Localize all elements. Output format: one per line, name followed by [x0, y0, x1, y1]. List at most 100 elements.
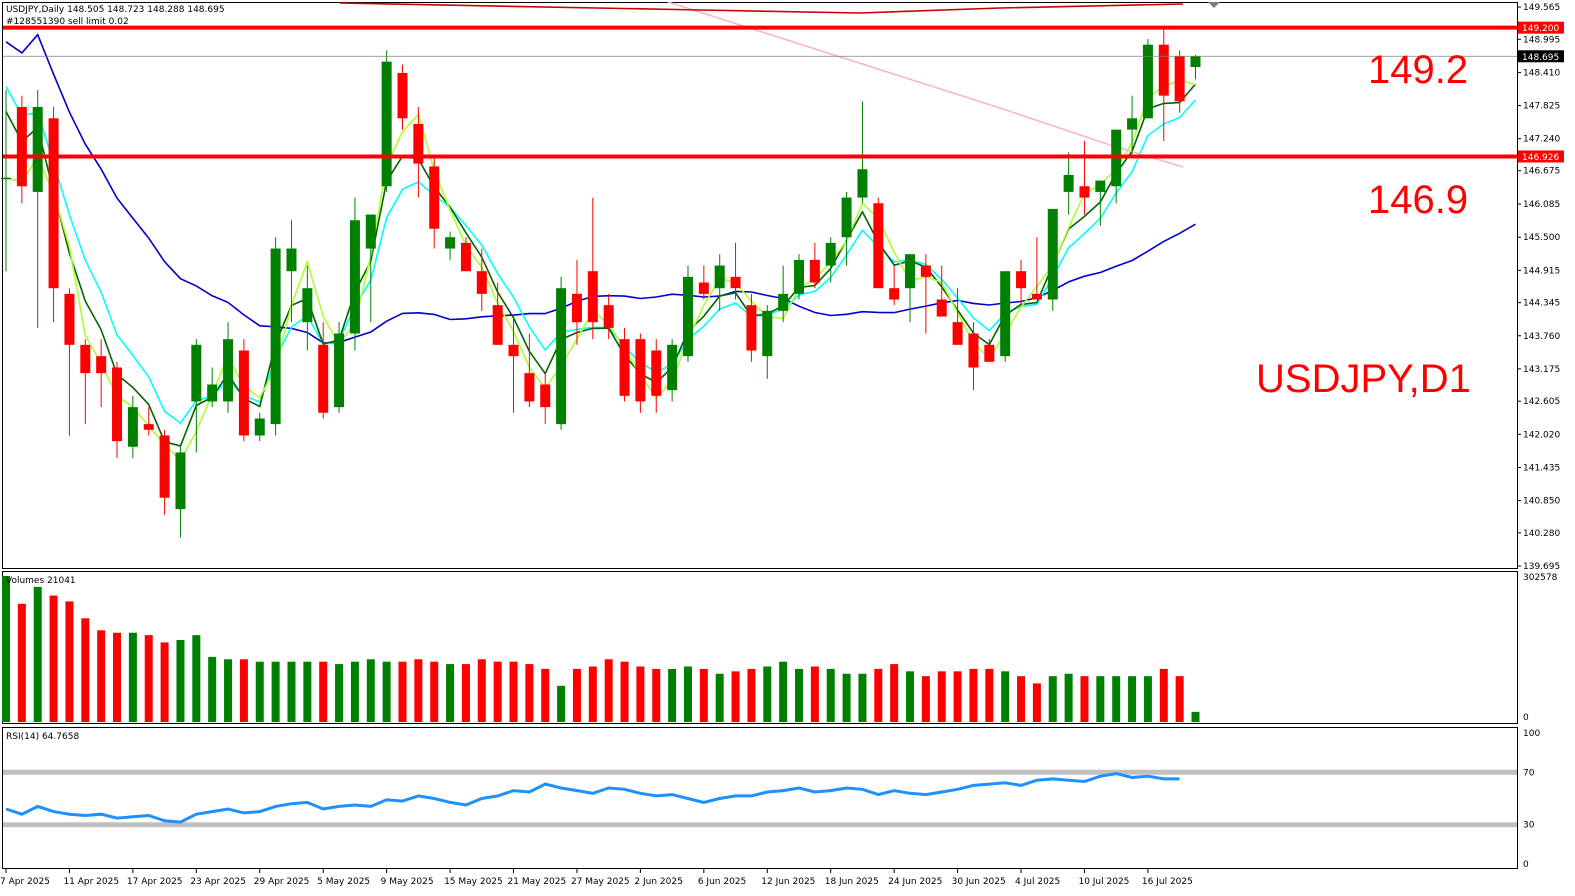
- volume-bar: [604, 659, 613, 722]
- candle: [96, 339, 107, 408]
- candle-body: [730, 276, 741, 289]
- date-tick-label: 21 May 2025: [508, 877, 567, 887]
- candle-body: [778, 293, 789, 311]
- candle-body: [1174, 55, 1185, 102]
- candle-body: [445, 237, 456, 249]
- candle: [667, 339, 678, 402]
- candle: [524, 333, 535, 408]
- candle: [698, 265, 709, 300]
- candle-body: [746, 305, 757, 351]
- candle: [920, 254, 931, 334]
- date-tick-label: 6 Jun 2025: [698, 877, 746, 887]
- price-tick-label: 148.995: [1523, 35, 1560, 45]
- candle: [968, 322, 979, 391]
- date-tick-label: 17 Apr 2025: [127, 877, 183, 887]
- candle-body: [1016, 271, 1027, 289]
- volume-bar: [683, 666, 692, 722]
- collapse-triangle-icon[interactable]: [1208, 2, 1220, 8]
- price-marker-label: 149.200: [1522, 24, 1559, 34]
- date-tick-label: 24 Jun 2025: [888, 877, 942, 887]
- date-tick-label: 2 Jun 2025: [634, 877, 682, 887]
- price-tick-label: 149.565: [1523, 3, 1560, 13]
- candle: [556, 276, 567, 430]
- candle-body: [984, 344, 995, 362]
- volume-bar: [636, 666, 645, 722]
- candle: [1127, 95, 1138, 158]
- candle: [1079, 140, 1090, 215]
- candle-body: [207, 384, 218, 402]
- price-axis: 149.565 148.995 148.410 147.825 147.240 146.6…: [1517, 3, 1564, 572]
- candle-body: [143, 424, 154, 430]
- volume-bar: [414, 659, 423, 722]
- candle-body: [349, 220, 360, 334]
- volume-bar: [176, 639, 185, 722]
- candle: [794, 254, 804, 300]
- candle-body: [619, 339, 630, 396]
- candle: [1158, 27, 1169, 141]
- volume-bar: [446, 664, 455, 722]
- candle-body: [112, 367, 123, 442]
- volume-panel-frame: [2, 571, 1518, 724]
- candle-body: [460, 242, 471, 272]
- candle: [603, 293, 614, 340]
- candle: [318, 322, 329, 419]
- volume-bar: [1191, 711, 1200, 722]
- candle: [334, 322, 345, 413]
- candle-body: [1190, 56, 1201, 68]
- candle: [936, 265, 947, 317]
- volume-bar: [747, 668, 756, 722]
- volume-bar: [224, 659, 233, 722]
- candle: [905, 254, 916, 323]
- candle: [238, 339, 249, 442]
- price-marker-box: [1518, 50, 1564, 63]
- price-tick-label: 140.850: [1523, 497, 1560, 507]
- date-tick-label: 11 Apr 2025: [63, 877, 119, 887]
- candle: [1047, 208, 1058, 311]
- date-tick-label: 30 Jun 2025: [952, 877, 1006, 887]
- candle: [175, 446, 186, 538]
- volume-bar: [810, 666, 819, 722]
- candle: [127, 395, 138, 459]
- price-panel-frame: [2, 2, 1518, 569]
- volume-bar: [921, 676, 930, 722]
- candle-body: [16, 106, 27, 187]
- candle: [809, 242, 820, 289]
- candle-body: [698, 282, 709, 294]
- volume-bar: [430, 661, 439, 722]
- candle: [1174, 50, 1185, 113]
- volume-bar: [335, 664, 344, 722]
- candle: [619, 327, 630, 402]
- price-tick-label: 144.345: [1523, 299, 1560, 309]
- candle-body: [920, 265, 931, 277]
- candle-body: [334, 333, 345, 408]
- candle-body: [794, 259, 804, 294]
- candle: [191, 339, 202, 453]
- candle-body: [64, 293, 75, 345]
- volume-bar: [113, 632, 122, 722]
- candle-body: [159, 435, 170, 498]
- date-tick-label: 10 Jul 2025: [1078, 877, 1129, 887]
- price-tick-label: 139.695: [1523, 562, 1560, 572]
- price-tick-label: 147.240: [1523, 135, 1560, 145]
- candle: [1016, 259, 1027, 306]
- volume-axis-max: 302578: [1523, 573, 1558, 583]
- candle-body: [1095, 180, 1106, 192]
- volume-bar: [826, 668, 835, 722]
- volume-bar: [795, 668, 803, 722]
- price-marker-label: 146.926: [1522, 153, 1559, 163]
- volume-bar: [715, 673, 724, 722]
- rsi-panel-frame: [2, 727, 1518, 869]
- volume-bar: [17, 603, 26, 722]
- volume-bar: [382, 661, 391, 722]
- candle: [1190, 54, 1201, 80]
- candle-body: [191, 344, 202, 402]
- volume-bars: [2, 576, 1200, 722]
- volume-bar: [144, 635, 153, 722]
- volume-bar: [208, 656, 217, 722]
- horizontal-levels: [3, 25, 1517, 159]
- candle: [270, 237, 281, 436]
- pending-order-label: #128551390 sell limit 0.02: [6, 17, 129, 27]
- candle-body: [1047, 208, 1058, 300]
- candle: [476, 248, 487, 311]
